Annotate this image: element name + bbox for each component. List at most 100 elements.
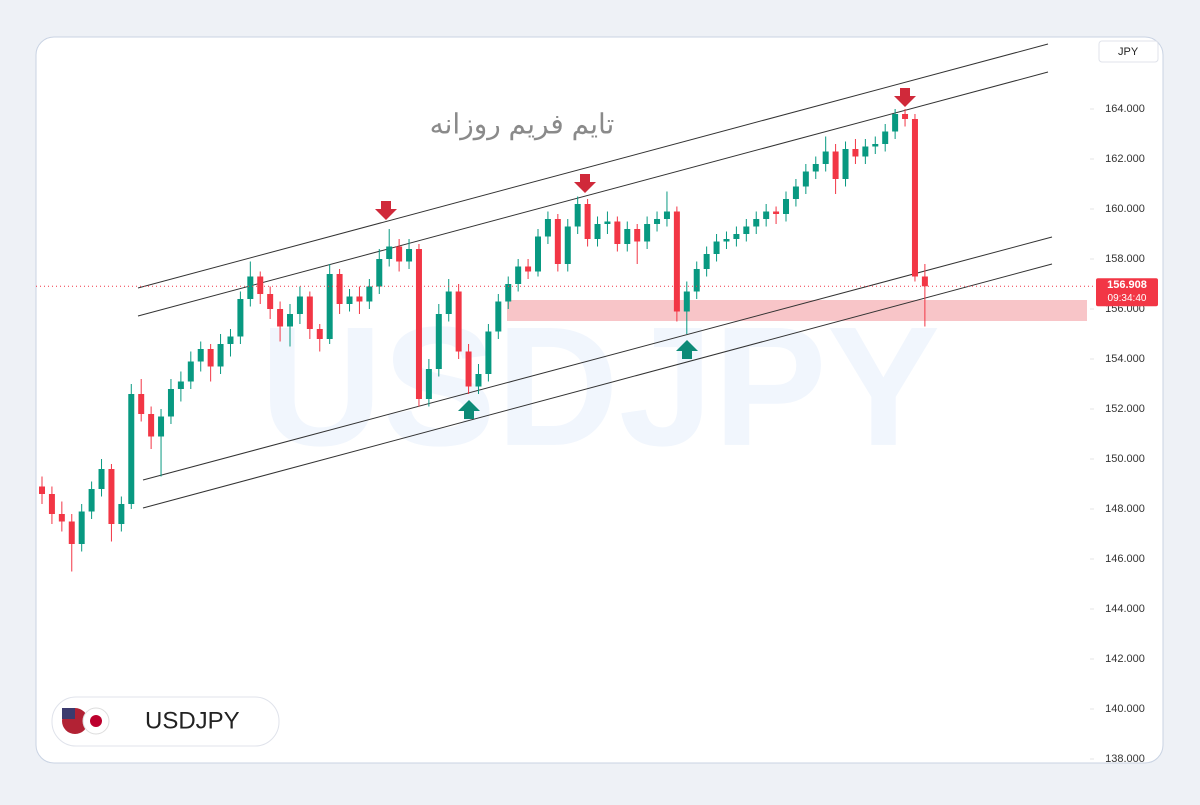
candle-body [872,144,879,147]
currency-box [1098,40,1159,63]
channel [137,43,1053,509]
candle-body [862,146,869,157]
candle-body [703,254,710,269]
symbol-pill [51,696,280,747]
candle-body [326,274,333,339]
candle-body [425,369,432,399]
candle-body [197,349,204,362]
channel-line [137,71,1049,317]
candle-body [525,266,532,272]
candle-body [187,361,194,382]
candle-body [306,296,313,329]
y-tick-label: 164.000 [1105,103,1145,115]
candle-body [78,511,85,544]
candle-body [515,266,522,284]
flag-jp-sun [90,715,102,727]
arrow-down [894,88,916,107]
candle-body [763,211,770,219]
symbol: USDJPY [145,707,240,734]
candle-body [346,296,353,304]
candle-body [663,211,670,219]
candle-body [98,469,105,489]
candle-body [634,229,641,242]
last-price-box [1096,278,1158,307]
candle-body [415,249,422,399]
candle-body [386,246,393,259]
candle-body [832,151,839,179]
candle-body [693,269,700,292]
candle-body [852,149,859,157]
candle-body [544,219,551,237]
candle-body [118,504,125,524]
candle-body [406,249,413,262]
candle-body [128,394,135,504]
arrow-up [458,400,480,419]
arrow-down [574,174,596,193]
candle-body [267,294,274,309]
candle-body [723,239,730,242]
candle-body [882,131,889,144]
candle-body [138,394,145,414]
arrows-up [458,340,698,419]
candle-body [505,284,512,302]
currency: JPY [1118,46,1139,58]
watermark: USDJPY [260,292,940,482]
candle-body [108,469,115,524]
candle-body [48,494,55,514]
y-tick-label: 144.000 [1105,603,1145,615]
channel-line [142,263,1053,509]
candle-body [336,274,343,304]
candle-body [614,221,621,244]
support-zone [507,300,1087,321]
y-tick-label: 152.000 [1105,403,1145,415]
arrow-up [676,340,698,359]
candle-body [753,219,760,227]
candle-body [713,241,720,254]
candle-body [296,296,303,314]
chart-title: تایم فریم روزانه [430,108,615,140]
candle-body [68,521,75,544]
candle-body [158,416,165,437]
candle-body [257,276,264,294]
last-price: 156.908 [1107,279,1147,291]
card [35,36,1164,764]
candle-body [911,119,918,277]
candle-body [247,276,254,299]
candle-body [217,344,224,367]
candle-body [39,486,45,494]
candle-body [227,336,234,344]
candle-body [435,314,442,369]
candle-body [574,204,581,227]
candle-body [316,329,323,339]
candle-body [535,236,541,272]
candle-body [802,171,809,187]
candle-body [822,151,829,164]
y-tick-label: 148.000 [1105,503,1145,515]
candle-body [743,226,750,234]
candle-body [783,199,789,214]
candle-body [465,351,472,387]
candle-body [207,349,214,367]
candle-body [475,374,482,387]
candle-body [495,301,502,332]
candle-body [842,149,849,179]
candle-body [445,291,452,314]
y-tick-label: 146.000 [1105,553,1145,565]
candle-body [485,331,492,374]
candle-body [604,221,611,224]
y-tick-label: 158.000 [1105,253,1145,265]
candle-body [177,381,184,389]
candle-body [624,229,631,244]
candle-body [396,246,403,262]
candle-body [376,259,383,287]
y-tick-label: 140.000 [1105,703,1145,715]
channel-line [142,236,1053,481]
candle-body [237,299,244,337]
arrow-down [375,201,397,220]
candle-body [88,489,95,512]
y-tick-label: 138.000 [1105,753,1145,765]
candle-body [167,389,174,417]
candle-body [892,114,899,132]
